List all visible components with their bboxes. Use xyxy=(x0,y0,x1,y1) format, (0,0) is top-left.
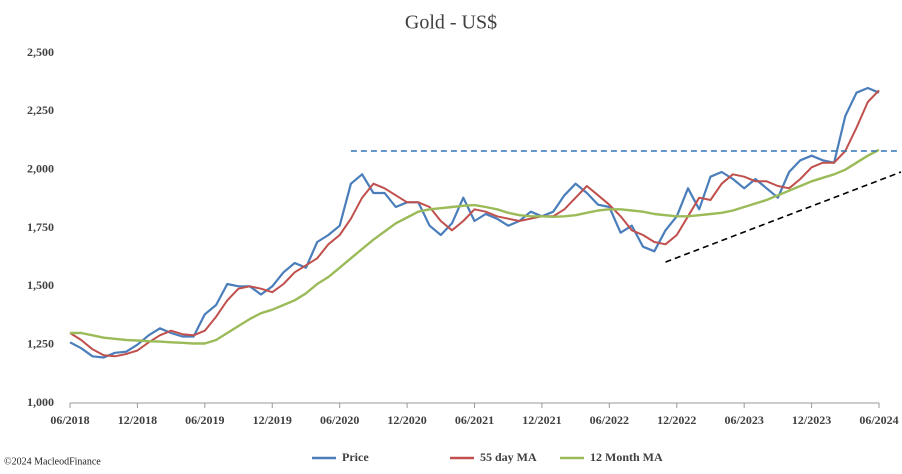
y-tick-label: 1,500 xyxy=(27,278,54,292)
x-tick-label: 12/2020 xyxy=(387,413,426,427)
trend-line xyxy=(665,171,902,263)
source: ©2024 MacleodFinance xyxy=(4,456,101,467)
x-tick-label: 06/2018 xyxy=(50,413,89,427)
x-tick-label: 06/2021 xyxy=(455,413,494,427)
legend-label: 55 day MA xyxy=(480,450,537,464)
y-tick-label: 2,000 xyxy=(27,161,54,175)
y-tick-label: 1,750 xyxy=(27,220,54,234)
y-tick-label: 2,500 xyxy=(27,45,54,59)
y-tick-label: 2,250 xyxy=(27,103,54,117)
x-tick-label: 06/2020 xyxy=(320,413,359,427)
x-tick-label: 12/2019 xyxy=(253,413,292,427)
series-line xyxy=(69,89,880,358)
x-tick-label: 06/2024 xyxy=(859,413,898,427)
x-tick-label: 06/2023 xyxy=(724,413,763,427)
x-tick-label: 12/2021 xyxy=(522,413,561,427)
y-tick-label: 1,250 xyxy=(27,336,54,350)
series-line xyxy=(70,148,880,345)
series-line xyxy=(69,86,880,359)
x-tick-label: 12/2018 xyxy=(118,413,157,427)
legend-label: 12 Month MA xyxy=(590,450,663,464)
x-tick-label: 12/2023 xyxy=(792,413,831,427)
legend-label: Price xyxy=(342,450,369,464)
y-tick-label: 1,000 xyxy=(27,395,54,409)
x-tick-label: 06/2022 xyxy=(590,413,629,427)
x-tick-label: 12/2022 xyxy=(657,413,696,427)
chart-title: Gold - US$ xyxy=(405,12,497,34)
x-tick-label: 06/2019 xyxy=(185,413,224,427)
